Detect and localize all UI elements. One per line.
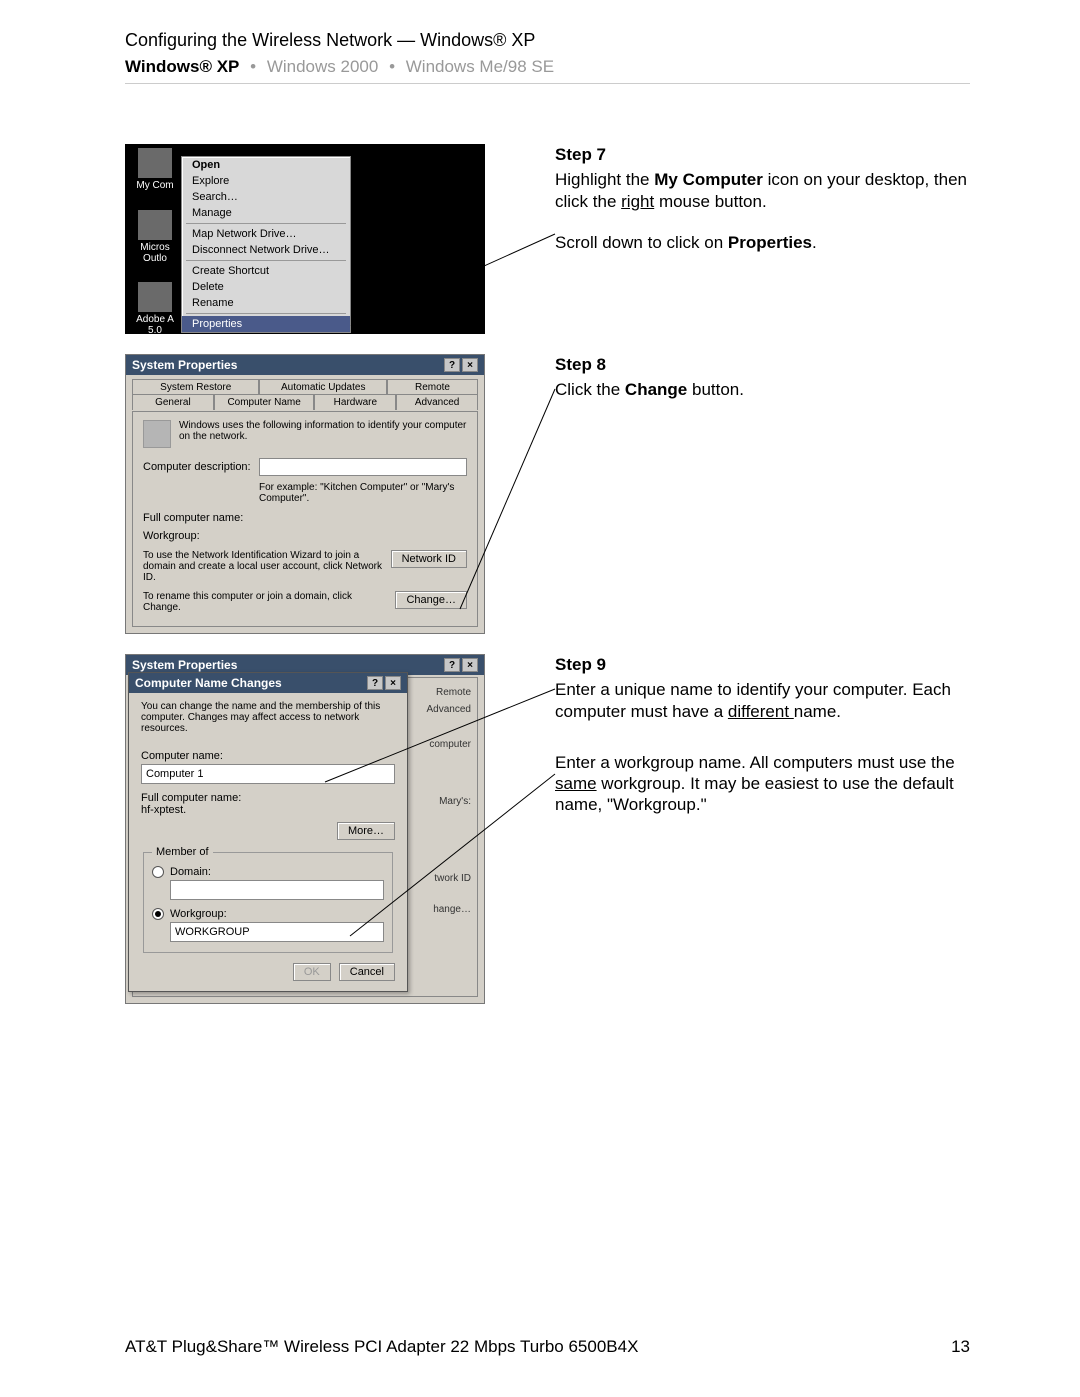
radio-icon (152, 908, 164, 920)
radio-domain[interactable]: Domain: (152, 866, 384, 878)
menu-item-delete[interactable]: Delete (182, 279, 350, 295)
menu-separator (186, 313, 346, 314)
ok-button[interactable]: OK (293, 963, 331, 981)
example-note: For example: "Kitchen Computer" or "Mary… (259, 482, 467, 504)
icon-label: Micros (129, 242, 181, 253)
fieldset-member-of: Member of Domain: Workgroup: (143, 846, 393, 953)
tab-general[interactable]: General (132, 394, 214, 410)
icon-label: Outlo (129, 253, 181, 264)
close-button[interactable]: × (462, 658, 478, 672)
screenshot-desktop-context-menu: My Com Micros Outlo Adobe A 5.0 Open (125, 144, 485, 334)
computer-info-icon (143, 420, 171, 448)
menu-item-search[interactable]: Search… (182, 189, 350, 205)
value-full-computer-name: hf-xptest. (141, 804, 395, 816)
breadcrumb-winme98: Windows Me/98 SE (406, 57, 554, 76)
menu-item-manage[interactable]: Manage (182, 205, 350, 221)
breadcrumb-win2000: Windows 2000 (267, 57, 379, 76)
tab-panel-computer-name: Windows uses the following information t… (132, 411, 478, 627)
label-workgroup: Workgroup: (143, 530, 253, 542)
menu-item-create-shortcut[interactable]: Create Shortcut (182, 263, 350, 279)
help-button[interactable]: ? (444, 358, 460, 372)
window-title: System Properties (132, 358, 237, 372)
step-7-label: Step 7 (555, 144, 970, 165)
help-button[interactable]: ? (444, 658, 460, 672)
input-computer-description[interactable] (259, 458, 467, 476)
input-domain[interactable] (170, 880, 384, 900)
step-7-text-1: Highlight the My Computer icon on your d… (555, 169, 970, 212)
label-computer-name: Computer name: (141, 750, 395, 762)
desktop-icon-my-computer[interactable]: My Com (129, 148, 181, 191)
titlebar: Computer Name Changes ? × (129, 673, 407, 693)
legend-member-of: Member of (152, 846, 213, 858)
page-header-title: Configuring the Wireless Network — Windo… (125, 30, 970, 51)
menu-item-properties[interactable]: Properties (182, 316, 350, 332)
menu-item-open[interactable]: Open (182, 157, 350, 173)
help-button[interactable]: ? (367, 676, 383, 690)
computer-icon (138, 148, 172, 178)
step-8-label: Step 8 (555, 354, 970, 375)
desktop-icon-outlook[interactable]: Micros Outlo (129, 210, 181, 264)
menu-item-map-drive[interactable]: Map Network Drive… (182, 226, 350, 242)
step-9-label: Step 9 (555, 654, 970, 675)
label-workgroup: Workgroup: (170, 908, 227, 920)
change-button[interactable]: Change… (395, 591, 467, 609)
icon-label: Adobe A (129, 314, 181, 325)
close-button[interactable]: × (385, 676, 401, 690)
tab-automatic-updates[interactable]: Automatic Updates (259, 379, 386, 395)
tab-hardware[interactable]: Hardware (314, 394, 396, 410)
adobe-icon (138, 282, 172, 312)
label-full-computer-name: Full computer name: (143, 512, 253, 524)
menu-separator (186, 260, 346, 261)
step-9-text-1: Enter a unique name to identify your com… (555, 679, 970, 722)
label-full-computer-name: Full computer name: (141, 792, 395, 804)
breadcrumb-active: Windows® XP (125, 57, 239, 76)
outlook-icon (138, 210, 172, 240)
screenshot-system-properties: System Properties ? × System Restore Aut… (125, 354, 485, 634)
dialog-intro: You can change the name and the membersh… (141, 701, 395, 734)
menu-item-explore[interactable]: Explore (182, 173, 350, 189)
network-id-button[interactable]: Network ID (391, 550, 467, 568)
desktop-icon-adobe[interactable]: Adobe A 5.0 (129, 282, 181, 334)
radio-workgroup[interactable]: Workgroup: (152, 908, 384, 920)
header-divider (125, 83, 970, 84)
network-id-text: To use the Network Identification Wizard… (143, 550, 383, 583)
tab-advanced[interactable]: Advanced (396, 394, 478, 410)
step-8-text: Click the Change button. (555, 379, 970, 400)
window-title: System Properties (132, 658, 237, 672)
more-button[interactable]: More… (337, 822, 395, 840)
icon-label: 5.0 (129, 325, 181, 334)
change-text: To rename this computer or join a domain… (143, 591, 387, 613)
tab-system-restore[interactable]: System Restore (132, 379, 259, 395)
input-workgroup[interactable] (170, 922, 384, 942)
footer-product: AT&T Plug&Share™ Wireless PCI Adapter 22… (125, 1337, 638, 1357)
dialog-computer-name-changes: Computer Name Changes ? × You can change… (128, 672, 408, 992)
label-domain: Domain: (170, 866, 211, 878)
breadcrumb: Windows® XP • Windows 2000 • Windows Me/… (125, 57, 970, 77)
footer-page-number: 13 (951, 1337, 970, 1357)
context-menu: Open Explore Search… Manage Map Network … (181, 156, 351, 333)
icon-label: My Com (129, 180, 181, 191)
menu-item-rename[interactable]: Rename (182, 295, 350, 311)
radio-icon (152, 866, 164, 878)
info-text: Windows uses the following information t… (179, 420, 467, 442)
breadcrumb-sep: • (250, 57, 256, 76)
menu-separator (186, 223, 346, 224)
breadcrumb-sep: • (389, 57, 395, 76)
titlebar: System Properties ? × (126, 355, 484, 375)
page-footer: AT&T Plug&Share™ Wireless PCI Adapter 22… (125, 1337, 970, 1357)
step-7-text-2: Scroll down to click on Properties. (555, 232, 970, 253)
screenshot-computer-name-changes: System Properties ? × Remote Advanced co… (125, 654, 485, 1004)
cancel-button[interactable]: Cancel (339, 963, 395, 981)
step-9-text-2: Enter a workgroup name. All computers mu… (555, 752, 970, 816)
tab-computer-name[interactable]: Computer Name (214, 394, 315, 410)
tab-remote[interactable]: Remote (387, 379, 478, 395)
menu-item-disconnect-drive[interactable]: Disconnect Network Drive… (182, 242, 350, 258)
input-computer-name[interactable] (141, 764, 395, 784)
close-button[interactable]: × (462, 358, 478, 372)
label-computer-description: Computer description: (143, 461, 253, 473)
dialog-title: Computer Name Changes (135, 676, 282, 690)
